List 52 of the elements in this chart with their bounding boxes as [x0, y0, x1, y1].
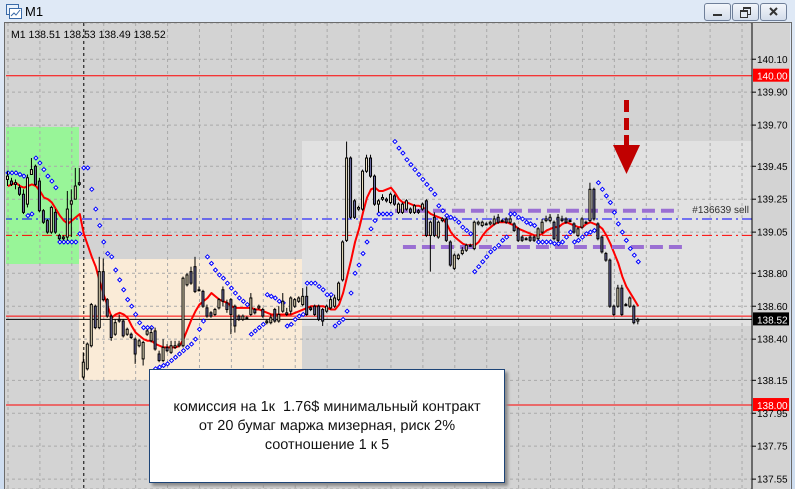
ref-line-label: 138.52	[757, 315, 788, 326]
candlestick	[74, 167, 77, 200]
candlestick	[221, 286, 224, 307]
candlestick	[552, 220, 556, 241]
y-tick-label: 137.95	[757, 408, 788, 420]
candlestick	[225, 299, 228, 314]
candlestick	[158, 350, 161, 363]
candlestick	[313, 304, 316, 317]
candlestick	[142, 340, 145, 366]
y-tick-label: 139.70	[757, 120, 788, 132]
candlestick	[448, 240, 452, 268]
y-tick-label: 138.60	[757, 302, 788, 313]
y-tick-label: 137.75	[757, 442, 788, 453]
ref-line-label: #136639 sell	[692, 204, 749, 217]
y-tick-label: 139.90	[757, 88, 788, 99]
y-tick-label: 139.05	[757, 228, 788, 239]
ref-line-label: 140.00	[757, 72, 788, 83]
y-tick-label: 139.25	[757, 194, 788, 206]
candlestick	[572, 222, 576, 234]
candlestick	[201, 289, 204, 308]
y-tick-label: 138.40	[757, 334, 788, 346]
candlestick	[78, 167, 81, 187]
y-tick-label: 138.80	[757, 268, 788, 280]
candlestick	[293, 297, 296, 308]
candlestick	[305, 286, 308, 317]
candlestick	[436, 220, 440, 240]
candlestick	[388, 192, 392, 205]
candlestick	[404, 198, 408, 212]
y-tick-label: 140.10	[757, 54, 788, 66]
candlestick	[134, 337, 137, 364]
candlestick	[432, 212, 436, 238]
y-tick-label: 138.15	[757, 376, 788, 387]
text: M1 138.51 138.53 138.49 138.52	[11, 29, 166, 41]
candlestick	[54, 208, 57, 234]
candlestick	[154, 327, 157, 352]
candlestick	[496, 214, 500, 224]
candlestick	[170, 340, 173, 354]
candlestick	[492, 215, 496, 226]
candlestick	[162, 338, 165, 363]
candlestick	[580, 216, 584, 230]
candlestick	[576, 226, 580, 238]
candlestick	[14, 178, 17, 190]
candlestick	[400, 202, 404, 215]
annotation: комиссия на 1к 1.76$ минимальный контракт от 20 бумаг маржа мизерная, риск 2% соотношение 1 к 5	[173, 398, 481, 454]
candlestick	[412, 204, 416, 215]
candlestick	[516, 226, 520, 243]
candlestick	[289, 296, 292, 315]
y-tick-label: 137.55	[757, 474, 788, 486]
y-tick-label: 139.45	[757, 162, 788, 173]
candlestick	[70, 188, 73, 238]
candlestick	[249, 292, 252, 317]
chart-title: M1	[25, 4, 44, 19]
